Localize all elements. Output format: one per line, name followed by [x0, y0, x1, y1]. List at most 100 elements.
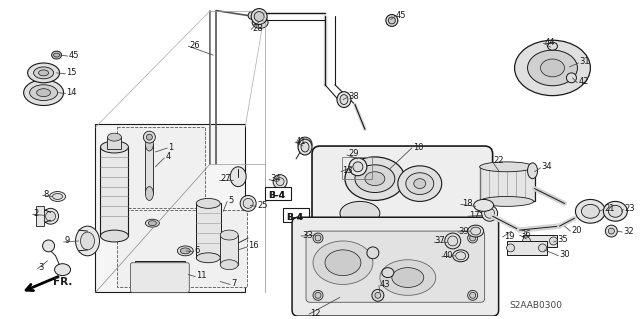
Ellipse shape — [298, 137, 312, 151]
FancyBboxPatch shape — [312, 146, 493, 276]
Ellipse shape — [29, 85, 58, 100]
Ellipse shape — [468, 290, 477, 300]
Text: 2: 2 — [34, 209, 39, 218]
Ellipse shape — [313, 233, 323, 243]
Bar — [100, 147, 129, 236]
Text: 25: 25 — [257, 201, 268, 210]
Ellipse shape — [398, 166, 442, 201]
Ellipse shape — [337, 92, 351, 108]
Text: 10: 10 — [413, 143, 423, 152]
Bar — [522, 235, 557, 247]
Text: 18: 18 — [461, 199, 472, 208]
Ellipse shape — [349, 158, 367, 176]
Ellipse shape — [177, 246, 193, 256]
Ellipse shape — [308, 226, 322, 240]
Bar — [145, 144, 154, 194]
Text: B-4: B-4 — [286, 213, 303, 222]
Ellipse shape — [52, 194, 63, 199]
Text: 27: 27 — [220, 174, 231, 183]
Text: 6: 6 — [195, 246, 200, 255]
Text: 8: 8 — [44, 190, 49, 199]
Text: B-4: B-4 — [268, 191, 285, 200]
Ellipse shape — [24, 80, 63, 106]
Text: 33: 33 — [302, 231, 313, 240]
Text: 37: 37 — [435, 236, 445, 245]
Ellipse shape — [479, 197, 534, 206]
Text: 31: 31 — [579, 57, 590, 66]
Ellipse shape — [448, 236, 458, 246]
Ellipse shape — [145, 137, 154, 151]
Ellipse shape — [108, 133, 122, 141]
Ellipse shape — [515, 40, 591, 96]
Ellipse shape — [550, 237, 557, 245]
Ellipse shape — [43, 208, 59, 224]
Ellipse shape — [325, 250, 361, 276]
FancyBboxPatch shape — [306, 231, 484, 302]
Ellipse shape — [470, 293, 476, 298]
Text: 39: 39 — [459, 226, 469, 235]
Ellipse shape — [353, 162, 363, 172]
Text: 16: 16 — [248, 241, 259, 250]
Text: 34: 34 — [270, 174, 281, 183]
Ellipse shape — [298, 139, 312, 155]
Ellipse shape — [470, 227, 481, 235]
Ellipse shape — [609, 228, 614, 234]
Ellipse shape — [566, 73, 577, 83]
Ellipse shape — [477, 204, 492, 213]
Text: 4: 4 — [165, 152, 171, 161]
Text: 19: 19 — [504, 232, 514, 241]
Ellipse shape — [45, 211, 56, 221]
Ellipse shape — [392, 268, 424, 287]
Text: 12: 12 — [310, 309, 321, 318]
Ellipse shape — [38, 70, 49, 76]
Text: 38: 38 — [348, 92, 358, 101]
Ellipse shape — [468, 233, 477, 243]
Ellipse shape — [196, 253, 220, 263]
Ellipse shape — [482, 205, 498, 221]
Ellipse shape — [143, 267, 167, 283]
Ellipse shape — [254, 11, 264, 21]
Ellipse shape — [148, 221, 156, 226]
Text: 15: 15 — [67, 68, 77, 78]
FancyBboxPatch shape — [292, 217, 499, 316]
Ellipse shape — [220, 230, 238, 240]
Ellipse shape — [474, 199, 493, 211]
Ellipse shape — [527, 163, 538, 179]
Text: 3: 3 — [38, 263, 44, 272]
Ellipse shape — [372, 289, 384, 301]
Ellipse shape — [81, 232, 95, 250]
Ellipse shape — [248, 11, 256, 19]
Ellipse shape — [456, 252, 466, 260]
Bar — [196, 204, 221, 258]
Ellipse shape — [54, 53, 60, 57]
Ellipse shape — [28, 63, 60, 83]
Ellipse shape — [49, 191, 65, 201]
Ellipse shape — [382, 268, 394, 278]
Text: 36: 36 — [520, 230, 531, 239]
Text: 29: 29 — [348, 150, 358, 159]
Ellipse shape — [100, 141, 129, 153]
Bar — [108, 137, 122, 149]
Text: 43: 43 — [380, 280, 390, 289]
Ellipse shape — [581, 204, 600, 218]
Ellipse shape — [522, 237, 531, 245]
Text: 20: 20 — [572, 226, 582, 234]
Bar — [479, 167, 534, 201]
Ellipse shape — [609, 205, 622, 217]
Ellipse shape — [243, 198, 253, 208]
Bar — [283, 208, 309, 222]
FancyBboxPatch shape — [131, 263, 189, 293]
Ellipse shape — [147, 134, 152, 140]
Text: 44: 44 — [545, 38, 555, 47]
Text: 13: 13 — [342, 166, 353, 175]
Ellipse shape — [311, 229, 319, 237]
Text: 26: 26 — [189, 41, 200, 50]
Ellipse shape — [386, 15, 398, 26]
Text: 41: 41 — [296, 137, 307, 145]
Ellipse shape — [180, 248, 190, 254]
Text: 34: 34 — [541, 162, 552, 171]
Ellipse shape — [452, 250, 468, 262]
Ellipse shape — [52, 51, 61, 59]
Ellipse shape — [276, 178, 284, 186]
Ellipse shape — [252, 17, 268, 28]
